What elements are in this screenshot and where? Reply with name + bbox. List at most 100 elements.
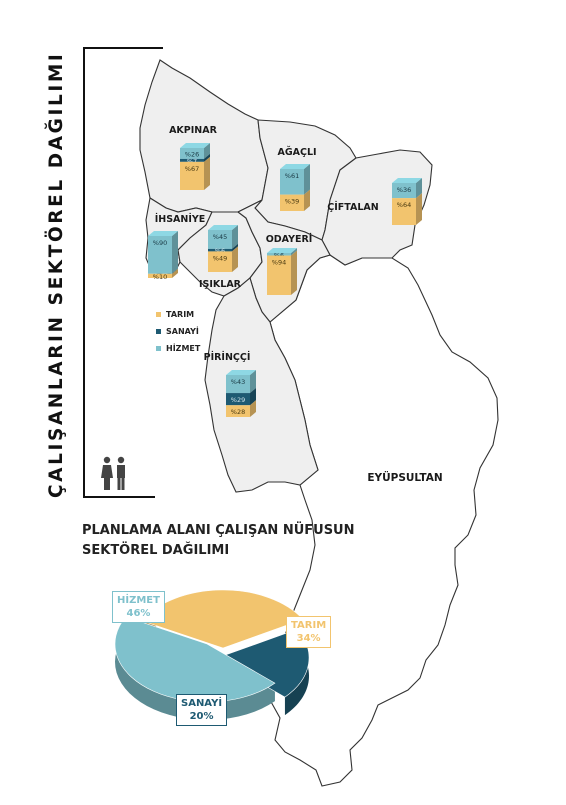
legend: TARIM SANAYİ HİZMET bbox=[156, 306, 200, 357]
bar-segment-hizmet bbox=[180, 148, 204, 159]
bar-segment-hizmet bbox=[226, 375, 250, 394]
bar-segment-tarim bbox=[180, 161, 204, 190]
bar-segment-tarim bbox=[208, 251, 232, 272]
district-bar-3: İHSANİYE %90 %10 bbox=[148, 214, 205, 281]
bar-label-hizmet: %43 bbox=[231, 378, 245, 386]
bar-segment-tarim bbox=[148, 273, 172, 278]
bar-label-tarim: %67 bbox=[185, 165, 199, 173]
pie-label-name: TARIM bbox=[291, 620, 327, 631]
pie-label-name: SANAYİ bbox=[181, 698, 223, 709]
pie-label-pct: 46% bbox=[126, 608, 151, 619]
bar-label-hizmet: %45 bbox=[213, 233, 227, 241]
pie-title: PLANLAMA ALANI ÇALIŞAN NÜFUSUN SEKTÖREL … bbox=[82, 521, 382, 561]
district-bar-4: IŞIKLAR %45 %6%49 bbox=[199, 225, 242, 290]
district-name: IŞIKLAR bbox=[199, 279, 242, 290]
pie-slice-hi̇zmet bbox=[114, 616, 276, 703]
pie-label-name: HİZMET bbox=[117, 595, 160, 606]
district-name: PİRİNÇÇİ bbox=[204, 352, 251, 363]
district-bar-2: ÇİFTALAN %36 %64 bbox=[327, 178, 422, 225]
bar-side-tarim bbox=[304, 189, 310, 211]
bar-side-sanayi bbox=[204, 153, 210, 162]
bar-side-hizmet bbox=[250, 370, 256, 394]
bar-segment-hizmet bbox=[267, 253, 291, 256]
bar-segment-sanayi bbox=[208, 248, 232, 252]
legend-item-hizmet: HİZMET bbox=[156, 340, 200, 357]
bar-side-hizmet bbox=[172, 231, 178, 274]
district-bar-5: ODAYERİ %6%94 bbox=[266, 234, 313, 295]
bar-label-tarim: %49 bbox=[213, 254, 227, 262]
district-bar-1: AĞAÇLI %61 %39 bbox=[277, 146, 317, 211]
legend-item-tarim: TARIM bbox=[156, 306, 200, 323]
bar-side-hizmet bbox=[304, 164, 310, 195]
bar-label-hizmet: %90 bbox=[153, 239, 167, 247]
pie-label-pct: 20% bbox=[189, 711, 214, 722]
bar-label-tarim: %39 bbox=[285, 198, 299, 206]
district-name: AĞAÇLI bbox=[277, 146, 316, 158]
bar-side-hizmet bbox=[204, 143, 210, 159]
bar-segment-sanayi bbox=[226, 393, 250, 406]
bar-side-hizmet bbox=[232, 225, 238, 249]
pie-side-hi̇zmet bbox=[115, 616, 275, 720]
bar-side-hizmet bbox=[416, 178, 422, 199]
bar-segment-tarim bbox=[392, 198, 416, 225]
title-frame-bottom bbox=[83, 496, 155, 498]
bar-side-tarim bbox=[416, 193, 422, 225]
bar-label-tarim: %64 bbox=[397, 201, 411, 209]
legend-item-sanayi: SANAYİ bbox=[156, 323, 200, 340]
people-icon bbox=[101, 456, 125, 490]
district-bar-0: AKPINAR %26%7%67 bbox=[169, 125, 218, 190]
pie-label-tarim: TARIM 34% bbox=[286, 616, 332, 648]
bar-segment-tarim bbox=[226, 405, 250, 417]
bar-label-tarim: %94 bbox=[272, 259, 286, 267]
pie-label-sanayi: SANAYİ 20% bbox=[176, 694, 228, 726]
district-bar-6: PİRİNÇÇİ %43 %29 %28 bbox=[204, 352, 256, 417]
legend-label: SANAYİ bbox=[166, 327, 199, 336]
bar-label-sanayi: %6 bbox=[215, 247, 225, 255]
district-name: ODAYERİ bbox=[266, 234, 313, 245]
district-name: AKPINAR bbox=[169, 125, 218, 136]
bar-label-hizmet: %6 bbox=[274, 251, 284, 259]
bar-label-tarim: %10 bbox=[153, 273, 167, 281]
legend-swatch-tarim bbox=[156, 312, 161, 317]
title-frame-top bbox=[83, 47, 163, 49]
bar-side-tarim bbox=[204, 156, 210, 190]
bar-top bbox=[392, 178, 422, 183]
bar-label-sanayi: %29 bbox=[231, 396, 245, 404]
bar-top bbox=[226, 370, 256, 375]
bar-segment-hizmet bbox=[280, 169, 304, 195]
bar-side-sanayi bbox=[232, 243, 238, 252]
bar-segment-tarim bbox=[267, 255, 291, 295]
bar-label-hizmet: %26 bbox=[185, 150, 199, 158]
bar-segment-tarim bbox=[280, 194, 304, 211]
pie-label-pct: 34% bbox=[296, 633, 321, 644]
bar-top bbox=[280, 164, 310, 169]
pie-title-line1: PLANLAMA ALANI ÇALIŞAN NÜFUSUN bbox=[82, 523, 355, 538]
bar-top bbox=[148, 231, 178, 236]
bar-label-hizmet: %61 bbox=[285, 172, 299, 180]
bar-side-tarim bbox=[291, 250, 297, 295]
bar-label-sanayi: %7 bbox=[187, 157, 197, 165]
neighbor-label: EYÜPSULTAN bbox=[367, 470, 442, 484]
bar-side-sanayi bbox=[250, 388, 256, 406]
bar-side-hizmet bbox=[291, 248, 297, 256]
bar-side-tarim bbox=[250, 400, 256, 417]
legend-label: HİZMET bbox=[166, 344, 201, 353]
bar-segment-hizmet bbox=[148, 236, 172, 274]
bar-segment-sanayi bbox=[180, 158, 204, 162]
bar-segment-hizmet bbox=[392, 183, 416, 199]
legend-label: TARIM bbox=[166, 310, 195, 319]
bar-side-tarim bbox=[172, 268, 178, 278]
district-name: İHSANİYE bbox=[155, 214, 206, 225]
pie-label-hizmet: HİZMET 46% bbox=[112, 591, 165, 623]
bar-top bbox=[208, 225, 238, 230]
title-frame-line bbox=[83, 47, 85, 498]
bar-label-hizmet: %36 bbox=[397, 186, 411, 194]
bar-label-tarim: %28 bbox=[231, 408, 245, 416]
legend-swatch-sanayi bbox=[156, 329, 161, 334]
bar-top bbox=[267, 248, 297, 253]
district-name: ÇİFTALAN bbox=[327, 202, 378, 213]
bar-segment-hizmet bbox=[208, 230, 232, 249]
